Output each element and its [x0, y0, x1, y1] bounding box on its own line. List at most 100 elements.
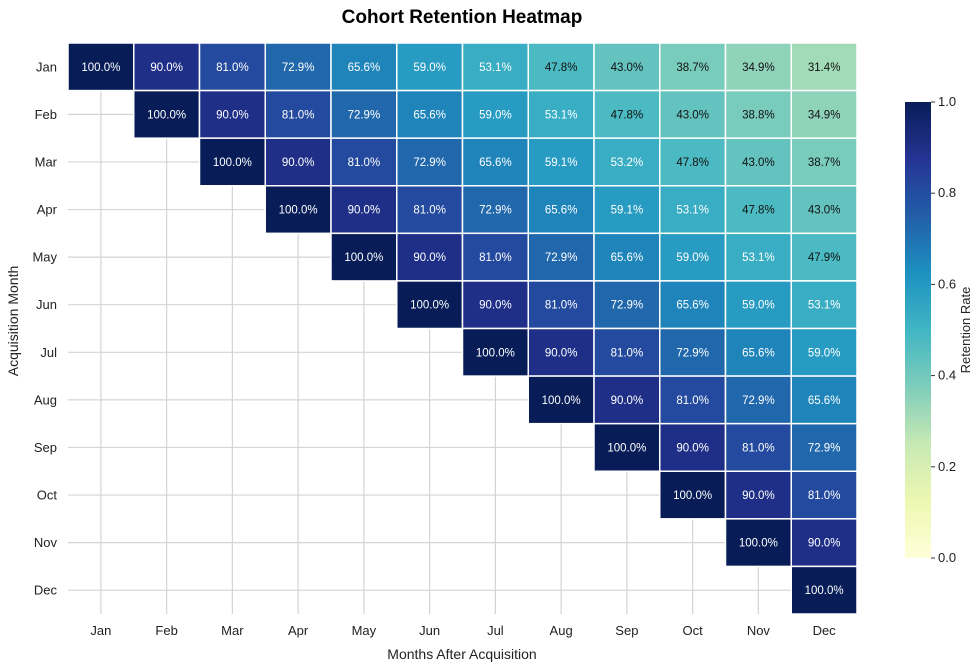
heatmap-cell: [724, 232, 792, 282]
cell-value-label: 100.0%: [147, 109, 186, 121]
cell-value-label: 38.7%: [676, 62, 709, 74]
heatmap-cell: [396, 185, 464, 235]
cell-value-label: 47.8%: [545, 62, 578, 74]
cell-value-label: 100.0%: [542, 395, 581, 407]
x-tick-label: Jun: [419, 623, 440, 638]
heatmap-cell: [527, 42, 595, 92]
cell-value-label: 43.0%: [611, 62, 644, 74]
heatmap-cell: [67, 42, 135, 92]
y-tick-label: Oct: [37, 488, 58, 503]
cell-value-label: 34.9%: [742, 62, 775, 74]
colorbar: 0.0 0.2 0.4 0.6 0.8 1.0 Retention Rate: [905, 94, 973, 565]
cell-value-label: 59.0%: [808, 347, 841, 359]
x-tick-label: Aug: [550, 623, 573, 638]
cell-value-label: 47.9%: [808, 252, 841, 264]
cell-value-label: 72.9%: [282, 62, 315, 74]
colorbar-tick-label: 0.0: [938, 550, 956, 565]
colorbar-ticks: 0.0 0.2 0.4 0.6 0.8 1.0: [931, 94, 956, 565]
heatmap-cell: [593, 327, 661, 377]
heatmap-cell: [724, 137, 792, 187]
heatmap-cell: [659, 280, 727, 330]
y-tick-label: Sep: [34, 440, 57, 455]
cell-value-label: 81.0%: [545, 300, 578, 312]
cell-value-label: 72.9%: [413, 157, 446, 169]
cell-value-label: 34.9%: [808, 109, 841, 121]
cell-value-label: 65.6%: [676, 300, 709, 312]
heatmap-cell: [527, 375, 595, 425]
cell-value-label: 81.0%: [808, 490, 841, 502]
heatmap-cell: [264, 42, 332, 92]
heatmap-cell: [133, 42, 201, 92]
cell-value-label: 90.0%: [611, 395, 644, 407]
chart-title: Cohort Retention Heatmap: [342, 7, 583, 28]
cell-value-label: 65.6%: [742, 347, 775, 359]
cell-value-label: 81.0%: [676, 395, 709, 407]
heatmap-cell: [659, 470, 727, 520]
heatmap-cell: [659, 42, 727, 92]
cell-value-label: 90.0%: [742, 490, 775, 502]
cell-value-label: 90.0%: [479, 300, 512, 312]
y-tick-labels: Jan Feb Mar Apr May Jun Jul Aug Sep Oct Nov Dec: [32, 59, 57, 597]
colorbar-tick-label: 0.4: [938, 368, 956, 383]
cell-value-label: 53.1%: [742, 252, 775, 264]
heatmap-cell: [790, 518, 858, 568]
cell-value-label: 90.0%: [150, 62, 183, 74]
cell-value-label: 90.0%: [676, 442, 709, 454]
y-axis-label: Acquisition Month: [5, 266, 21, 377]
colorbar-gradient: [905, 102, 931, 558]
cell-value-label: 65.6%: [479, 157, 512, 169]
cell-value-label: 43.0%: [742, 157, 775, 169]
heatmap-cell: [461, 327, 529, 377]
heatmap-cell: [790, 565, 858, 615]
cell-value-label: 100.0%: [81, 62, 120, 74]
cell-value-label: 81.0%: [611, 347, 644, 359]
colorbar-label: Retention Rate: [958, 287, 973, 374]
y-tick-label: Mar: [35, 154, 58, 169]
heatmap-cell: [593, 42, 661, 92]
cell-value-label: 72.9%: [348, 109, 381, 121]
y-tick-label: Jan: [36, 59, 57, 74]
cell-value-label: 100.0%: [279, 205, 318, 217]
cell-value-label: 100.0%: [410, 300, 449, 312]
heatmap-cell: [724, 375, 792, 425]
cell-value-label: 100.0%: [476, 347, 515, 359]
heatmap-cell: [790, 137, 858, 187]
heatmap-cell: [790, 375, 858, 425]
heatmap-cell: [330, 137, 398, 187]
cell-value-label: 72.9%: [808, 442, 841, 454]
cell-value-label: 72.9%: [676, 347, 709, 359]
y-tick-label: Aug: [34, 392, 57, 407]
heatmap-cell: [396, 42, 464, 92]
colorbar-tick-label: 0.6: [938, 276, 956, 291]
heatmap-cell: [724, 185, 792, 235]
cell-value-label: 100.0%: [673, 490, 712, 502]
cell-value-label: 100.0%: [607, 442, 646, 454]
heatmap-cell: [198, 89, 266, 139]
cell-value-label: 43.0%: [676, 109, 709, 121]
cell-value-label: 38.7%: [808, 157, 841, 169]
heatmap-cell: [790, 470, 858, 520]
heatmap-cell: [198, 42, 266, 92]
cell-value-label: 38.8%: [742, 109, 775, 121]
cell-value-label: 47.8%: [611, 109, 644, 121]
heatmap-cell: [527, 280, 595, 330]
cell-value-label: 59.0%: [479, 109, 512, 121]
cell-value-label: 81.0%: [413, 205, 446, 217]
heatmap-cell: [527, 327, 595, 377]
cell-value-label: 65.6%: [413, 109, 446, 121]
cell-value-label: 90.0%: [545, 347, 578, 359]
cell-value-label: 59.0%: [413, 62, 446, 74]
cell-value-label: 81.0%: [479, 252, 512, 264]
x-tick-label: Feb: [155, 623, 177, 638]
heatmap-cell: [724, 422, 792, 472]
heatmap-cell: [461, 232, 529, 282]
heatmap-cell: [659, 89, 727, 139]
cell-value-label: 65.6%: [808, 395, 841, 407]
cell-value-label: 90.0%: [348, 205, 381, 217]
heatmap-cell: [198, 137, 266, 187]
cell-value-label: 100.0%: [213, 157, 252, 169]
cell-value-label: 90.0%: [413, 252, 446, 264]
cell-value-label: 72.9%: [479, 205, 512, 217]
colorbar-tick-label: 1.0: [938, 94, 956, 109]
